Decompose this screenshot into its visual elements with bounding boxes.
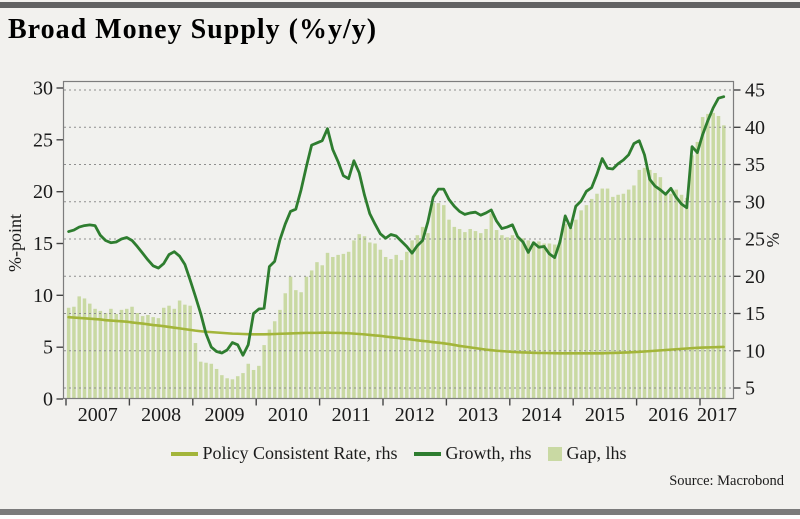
svg-text:2016: 2016 <box>648 404 688 426</box>
growth-line-swatch <box>413 451 441 456</box>
gap-bars <box>66 112 726 399</box>
legend-item-growth: Growth, rhs <box>413 443 532 464</box>
legend-item-policy-rate: Policy Consistent Rate, rhs <box>170 443 398 464</box>
svg-text:2012: 2012 <box>395 404 435 426</box>
svg-text:2010: 2010 <box>268 404 308 426</box>
svg-text:30: 30 <box>745 191 765 213</box>
gridlines <box>64 89 733 389</box>
svg-text:2007: 2007 <box>78 404 118 426</box>
svg-text:20: 20 <box>33 181 53 203</box>
left-axis-title: %-point <box>5 214 25 272</box>
svg-text:45: 45 <box>745 80 765 102</box>
svg-text:2008: 2008 <box>141 404 181 426</box>
legend-label-gap: Gap, lhs <box>566 443 627 463</box>
svg-text:2011: 2011 <box>332 404 371 426</box>
legend-label-policy-rate: Policy Consistent Rate, rhs <box>202 443 398 463</box>
svg-text:25: 25 <box>745 229 765 251</box>
top-border-bar <box>0 2 800 8</box>
svg-text:15: 15 <box>33 233 53 255</box>
svg-text:2013: 2013 <box>458 404 498 426</box>
plot-frame <box>62 80 735 400</box>
legend: Policy Consistent Rate, rhs Growth, rhs … <box>63 443 734 464</box>
svg-text:20: 20 <box>745 266 765 288</box>
left-axis: 0 5 10 15 20 25 30 <box>33 78 63 411</box>
svg-text:2015: 2015 <box>585 404 625 426</box>
svg-text:25: 25 <box>33 129 53 151</box>
gap-bar-swatch <box>547 446 562 461</box>
svg-text:5: 5 <box>43 337 53 359</box>
policy-rate-line-swatch <box>170 451 198 456</box>
svg-text:5: 5 <box>745 378 755 400</box>
svg-text:40: 40 <box>745 117 765 139</box>
svg-text:0: 0 <box>43 389 53 411</box>
bottom-border-bar <box>0 509 800 515</box>
policy-rate-line <box>67 315 726 355</box>
bottom-margin <box>0 515 800 519</box>
svg-text:10: 10 <box>745 340 765 362</box>
legend-label-growth: Growth, rhs <box>445 443 532 463</box>
right-axis-title: % <box>763 233 783 248</box>
source-note: Source: Macrobond <box>669 473 784 489</box>
svg-text:15: 15 <box>745 303 765 325</box>
svg-text:2014: 2014 <box>522 404 562 426</box>
legend-item-gap: Gap, lhs <box>547 443 627 464</box>
chart-title: Broad Money Supply (%y/y) <box>8 14 378 45</box>
svg-text:30: 30 <box>33 78 53 100</box>
svg-text:10: 10 <box>33 285 53 307</box>
svg-text:35: 35 <box>745 154 765 176</box>
right-axis: 5 10 15 20 25 30 35 40 45 <box>734 80 765 400</box>
svg-text:2009: 2009 <box>205 404 245 426</box>
svg-text:2017: 2017 <box>697 404 737 426</box>
growth-line <box>67 95 726 357</box>
x-axis: 2007 2008 2009 2010 2011 2012 2013 2014 2015 2016… <box>65 399 737 426</box>
